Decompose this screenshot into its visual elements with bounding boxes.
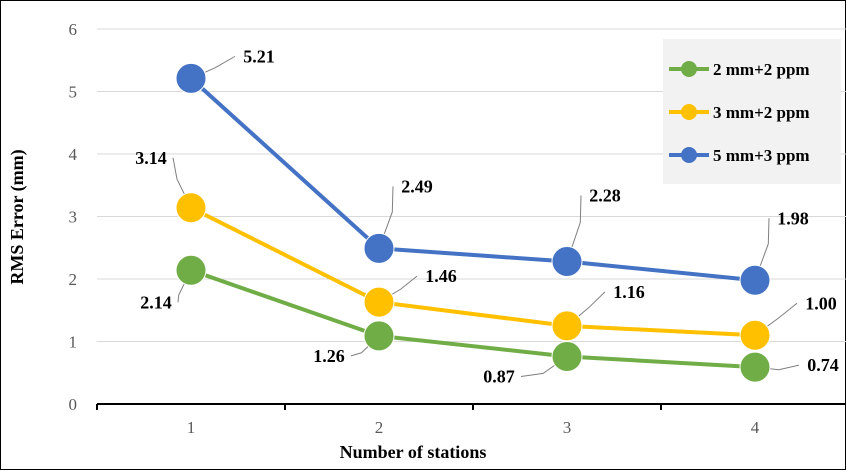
data-point: [552, 247, 582, 277]
y-tick-label: 2: [69, 270, 78, 289]
data-point: [176, 193, 206, 223]
data-point: [740, 265, 770, 295]
x-axis-title: Number of stations: [340, 442, 487, 462]
legend-label: 5 mm+3 ppm: [713, 146, 810, 165]
data-label: 2.14: [140, 292, 172, 312]
x-tick-label: 3: [563, 418, 572, 437]
legend-marker: [681, 104, 697, 120]
data-label: 3.14: [135, 148, 167, 168]
data-label: 2.28: [589, 186, 621, 206]
legend-marker: [681, 147, 697, 163]
legend-label: 2 mm+2 ppm: [713, 60, 810, 79]
y-tick-label: 3: [69, 208, 78, 227]
legend-label: 3 mm+2 ppm: [713, 103, 810, 122]
y-tick-label: 0: [69, 395, 78, 414]
data-label: 0.87: [483, 367, 515, 387]
data-label: 1.26: [313, 346, 345, 366]
data-point: [740, 320, 770, 350]
y-axis-title: RMS Error (mm): [7, 149, 28, 284]
data-label: 1.16: [613, 282, 645, 302]
data-point: [176, 63, 206, 93]
x-tick-label: 1: [187, 418, 196, 437]
x-tick-label: 4: [751, 418, 760, 437]
data-label: 1.46: [425, 266, 457, 286]
legend-marker: [681, 61, 697, 77]
data-point: [364, 287, 394, 317]
data-label: 5.21: [243, 46, 275, 66]
y-tick-label: 6: [69, 20, 78, 39]
data-point: [364, 321, 394, 351]
data-label: 1.98: [777, 208, 809, 228]
y-tick-label: 5: [69, 83, 78, 102]
data-point: [740, 352, 770, 382]
data-point: [364, 233, 394, 263]
data-label: 0.74: [807, 355, 839, 375]
data-label: 2.49: [401, 176, 433, 196]
y-tick-label: 4: [69, 145, 78, 164]
data-point: [552, 311, 582, 341]
data-label: 1.00: [805, 293, 837, 313]
y-tick-label: 1: [69, 333, 78, 352]
data-point: [552, 342, 582, 372]
data-point: [176, 255, 206, 285]
x-tick-label: 2: [375, 418, 384, 437]
series-line: [191, 270, 755, 367]
legend: 2 mm+2 ppm 3 mm+2 ppm 5 mm+3 ppm: [663, 39, 841, 184]
